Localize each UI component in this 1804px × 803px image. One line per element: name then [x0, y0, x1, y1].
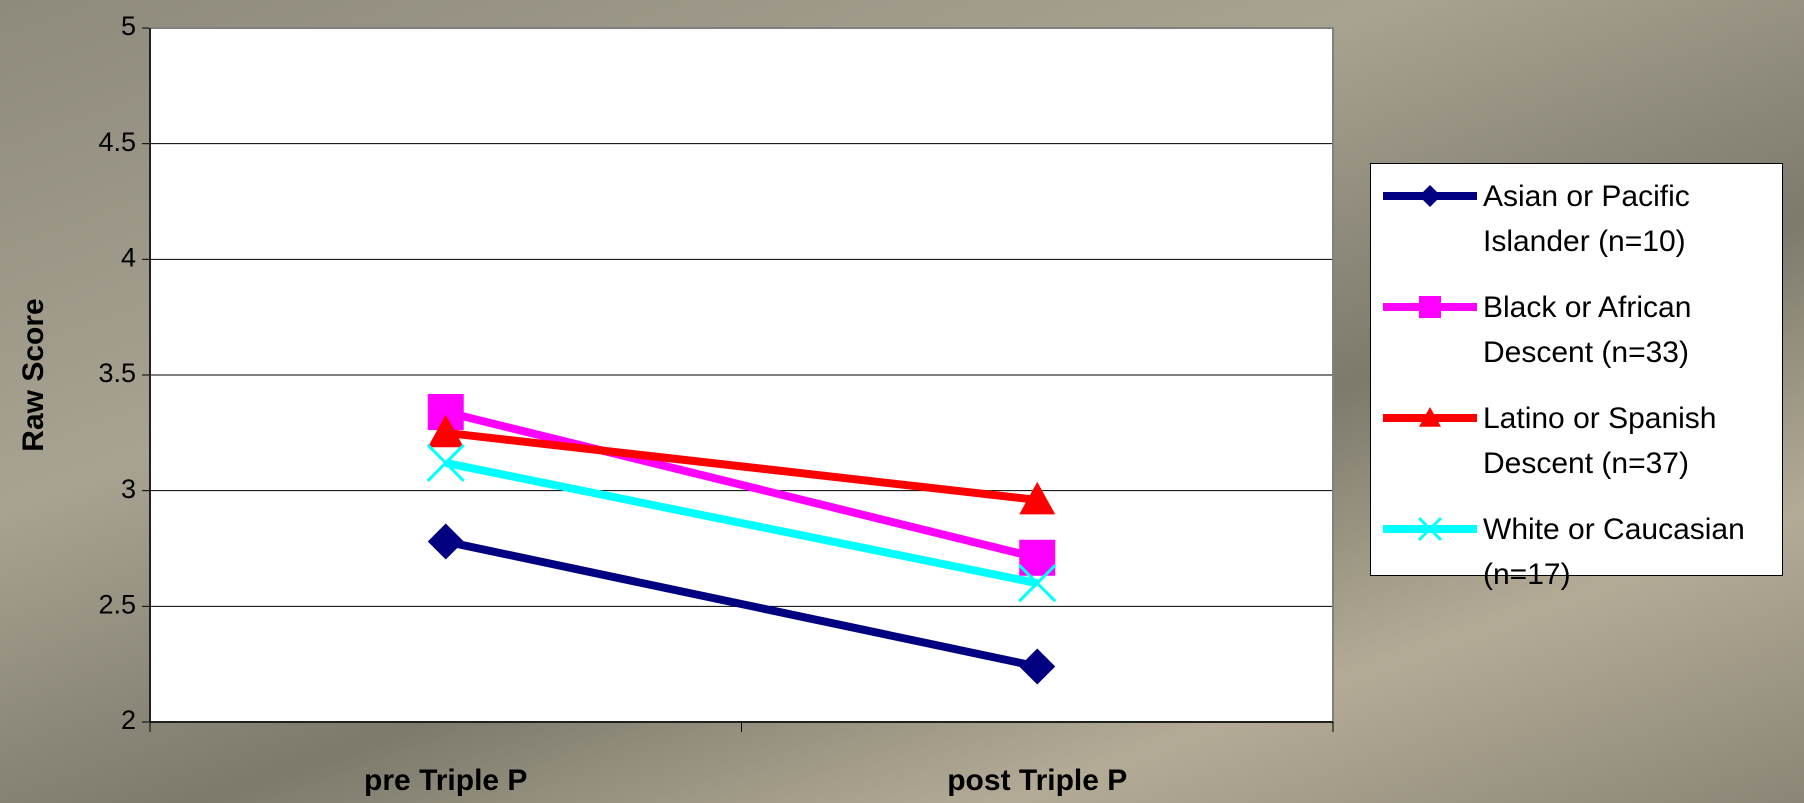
- legend-item: Asian or Pacific Islander (n=10): [1371, 174, 1782, 285]
- x-tick-label: post Triple P: [947, 764, 1127, 797]
- marker: [427, 523, 464, 560]
- legend-item: Black or African Descent (n=33): [1371, 285, 1782, 396]
- marker: [1419, 296, 1441, 318]
- marker: [1019, 481, 1056, 515]
- y-tick-label: 3: [121, 474, 136, 504]
- y-tick-label: 4: [121, 242, 136, 272]
- y-axis-title: Raw Score: [17, 298, 50, 451]
- legend-item: White or Caucasian (n=17): [1371, 507, 1782, 618]
- series-line: [445, 428, 1038, 504]
- series-line: [444, 537, 1039, 671]
- series-line: [444, 458, 1039, 588]
- legend-icon: [1383, 185, 1477, 207]
- marker: [1018, 564, 1057, 603]
- series-line: [444, 408, 1039, 562]
- legend-label: White or Caucasian (n=17): [1483, 513, 1745, 591]
- marker: [427, 414, 464, 448]
- legend: Asian or Pacific Islander (n=10) Black or…: [1370, 163, 1783, 591]
- y-tick-label: 2.5: [98, 589, 136, 619]
- legend-item: Latino or Spanish Descent (n=37): [1371, 396, 1782, 507]
- marker: [1019, 648, 1056, 685]
- marker: [1419, 407, 1441, 427]
- marker: [426, 443, 465, 482]
- marker: [1419, 185, 1441, 207]
- legend-label: Latino or Spanish Descent (n=37): [1483, 402, 1717, 480]
- legend-label: Asian or Pacific Islander (n=10): [1483, 180, 1690, 258]
- x-tick-label: pre Triple P: [364, 764, 527, 797]
- marker: [1417, 516, 1443, 542]
- legend-icon: [1383, 516, 1477, 542]
- legend-label: Black or African Descent (n=33): [1483, 291, 1692, 369]
- y-tick-label: 5: [121, 11, 136, 41]
- legend-icon: [1383, 296, 1477, 318]
- legend-icon: [1383, 407, 1477, 427]
- y-tick-label: 3.5: [98, 358, 136, 388]
- y-tick-label: 2: [121, 705, 136, 735]
- y-tick-label: 4.5: [98, 127, 136, 157]
